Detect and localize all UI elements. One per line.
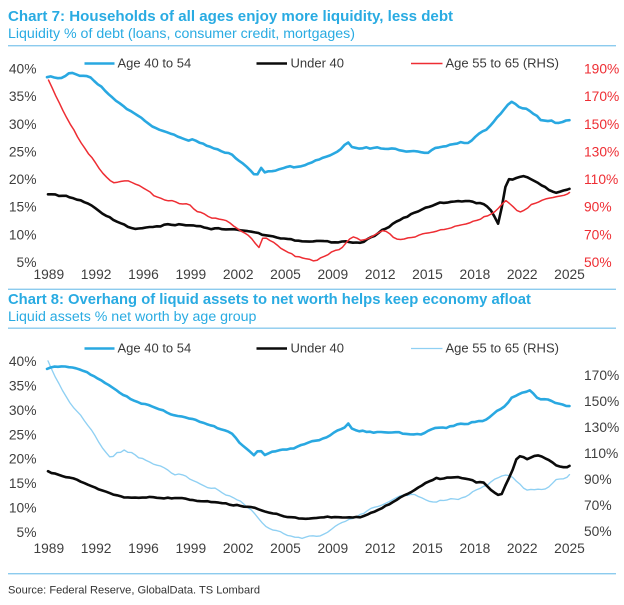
svg-text:2018: 2018 (460, 541, 491, 556)
svg-text:2025: 2025 (554, 267, 585, 282)
svg-text:130%: 130% (584, 145, 619, 160)
svg-text:90%: 90% (584, 200, 612, 215)
svg-text:20%: 20% (9, 172, 37, 187)
svg-text:Chart 7: Households of all age: Chart 7: Households of all ages enjoy mo… (8, 8, 453, 25)
svg-text:1989: 1989 (33, 541, 64, 556)
svg-text:20%: 20% (9, 452, 37, 467)
svg-text:2022: 2022 (507, 541, 538, 556)
svg-text:110%: 110% (584, 172, 618, 187)
svg-text:2009: 2009 (317, 541, 348, 556)
svg-text:1999: 1999 (175, 541, 206, 556)
svg-text:5%: 5% (17, 255, 37, 270)
svg-text:Liquidity % of debt (loans, co: Liquidity % of debt (loans, consumer cre… (8, 26, 355, 42)
svg-text:15%: 15% (9, 200, 37, 215)
svg-text:Age 55 to 65 (RHS): Age 55 to 65 (RHS) (446, 341, 559, 356)
svg-text:2015: 2015 (412, 541, 443, 556)
svg-text:50%: 50% (584, 524, 612, 539)
svg-text:30%: 30% (9, 117, 37, 132)
svg-text:Age 40 to 54: Age 40 to 54 (118, 56, 192, 71)
svg-text:25%: 25% (9, 145, 37, 160)
svg-text:Age 40 to 54: Age 40 to 54 (118, 341, 192, 356)
svg-text:1992: 1992 (81, 541, 112, 556)
svg-text:2025: 2025 (554, 541, 585, 556)
svg-text:25%: 25% (9, 427, 37, 442)
svg-text:Under 40: Under 40 (291, 56, 344, 71)
svg-text:170%: 170% (584, 368, 619, 383)
svg-text:90%: 90% (584, 472, 612, 487)
svg-text:70%: 70% (584, 227, 612, 242)
svg-text:2009: 2009 (317, 267, 348, 282)
svg-text:2022: 2022 (507, 267, 538, 282)
svg-text:2018: 2018 (460, 267, 491, 282)
svg-text:30%: 30% (9, 403, 37, 418)
svg-text:40%: 40% (9, 62, 37, 77)
svg-text:1989: 1989 (33, 267, 64, 282)
svg-text:Age 55 to 65 (RHS): Age 55 to 65 (RHS) (446, 56, 559, 71)
svg-text:10%: 10% (9, 501, 37, 516)
svg-text:150%: 150% (584, 117, 619, 132)
svg-text:5%: 5% (17, 525, 37, 540)
svg-text:1996: 1996 (128, 267, 159, 282)
svg-text:2015: 2015 (412, 267, 443, 282)
svg-text:70%: 70% (584, 498, 612, 513)
svg-text:2002: 2002 (223, 267, 254, 282)
svg-text:2012: 2012 (365, 267, 396, 282)
svg-text:1999: 1999 (175, 267, 206, 282)
svg-text:10%: 10% (9, 227, 37, 242)
svg-text:110%: 110% (584, 446, 618, 461)
svg-text:1996: 1996 (128, 541, 159, 556)
svg-text:2005: 2005 (270, 267, 301, 282)
svg-text:2002: 2002 (223, 541, 254, 556)
svg-text:15%: 15% (9, 476, 37, 491)
svg-text:190%: 190% (584, 62, 619, 77)
svg-text:130%: 130% (584, 420, 619, 435)
svg-text:170%: 170% (584, 89, 619, 104)
svg-text:Under 40: Under 40 (291, 341, 344, 356)
svg-text:1992: 1992 (81, 267, 112, 282)
svg-text:150%: 150% (584, 394, 619, 409)
svg-text:Chart 8: Overhang of liquid as: Chart 8: Overhang of liquid assets to ne… (8, 292, 531, 308)
svg-text:Liquid assets % net worth by a: Liquid assets % net worth by age group (8, 309, 257, 325)
svg-text:50%: 50% (584, 255, 612, 270)
svg-text:35%: 35% (9, 89, 37, 104)
svg-text:2005: 2005 (270, 541, 301, 556)
svg-text:Source: Federal Reserve, Globa: Source: Federal Reserve, GlobalData. TS … (8, 584, 260, 596)
svg-text:40%: 40% (9, 354, 37, 369)
svg-text:35%: 35% (9, 378, 37, 393)
svg-text:2012: 2012 (365, 541, 396, 556)
